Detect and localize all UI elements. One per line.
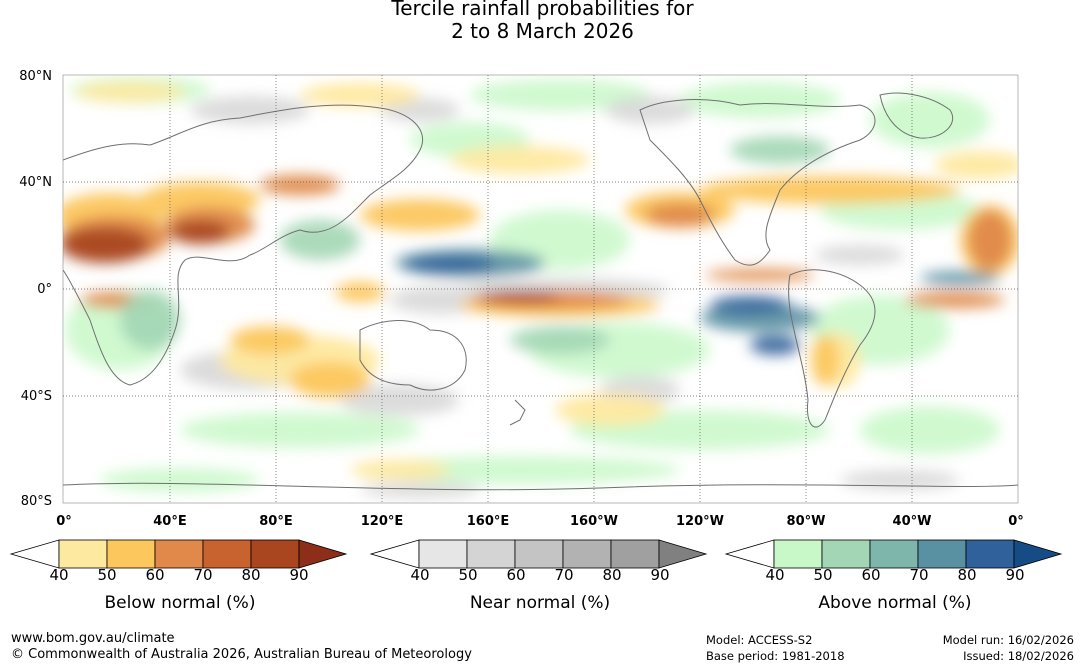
near-tick-40: 40 [410, 566, 430, 584]
colorbar-swatch-40 [58, 539, 108, 569]
lat-label-0: 0° [37, 282, 52, 297]
colorbar-swatch-60 [514, 539, 564, 569]
below-normal-title: Below normal (%) [104, 593, 256, 613]
near-tick-60: 60 [506, 566, 526, 584]
footer-website: www.bom.gov.au/climate [11, 631, 175, 646]
below-tick-90: 90 [289, 566, 309, 584]
colorbar-swatch-70 [562, 539, 612, 569]
colorbar-swatch-50 [821, 539, 871, 569]
lon-label-40w: 40°W [892, 514, 932, 529]
footer-model: Model: ACCESS-S2 [706, 633, 813, 647]
near-tick-50: 50 [458, 566, 478, 584]
lat-label-40n: 40°N [19, 175, 52, 190]
colorbar-swatch-80 [610, 539, 660, 569]
below-tick-60: 60 [145, 566, 165, 584]
lon-label-80w: 80°W [786, 514, 826, 529]
lon-label-120e: 120°E [360, 514, 404, 529]
coastlines-outline [63, 92, 1018, 491]
below-tick-40: 40 [49, 566, 69, 584]
lon-label-160e: 160°E [466, 514, 510, 529]
colorbar-swatch-80 [965, 539, 1015, 569]
below-tick-80: 80 [241, 566, 261, 584]
above-normal-title: Above normal (%) [818, 593, 972, 613]
below-tick-70: 70 [193, 566, 213, 584]
colorbar-swatch-60 [154, 539, 204, 569]
footer-copyright: © Commonwealth of Australia 2026, Austra… [11, 647, 472, 662]
colorbar-swatch-50 [466, 539, 516, 569]
above-tick-50: 50 [813, 566, 833, 584]
colorbar-swatch-50 [106, 539, 156, 569]
above-tick-40: 40 [765, 566, 785, 584]
footer-issued: Issued: 18/02/2026 [963, 649, 1074, 663]
lon-label-160w: 160°W [570, 514, 618, 529]
colorbar-high-arrow [298, 539, 348, 569]
colorbar-high-arrow [1013, 539, 1063, 569]
title-line-2: 2 to 8 March 2026 [451, 19, 634, 43]
near-tick-80: 80 [602, 566, 622, 584]
near-tick-70: 70 [554, 566, 574, 584]
near-normal-title: Near normal (%) [469, 593, 611, 613]
title-line-1: Tercile rainfall probabilities for [391, 0, 694, 20]
colorbar-low-arrow [725, 539, 775, 569]
above-tick-60: 60 [861, 566, 881, 584]
lat-label-80n: 80°N [19, 69, 52, 84]
colorbar-swatch-60 [869, 539, 919, 569]
lon-label-40e: 40°E [153, 514, 187, 529]
footer-model-run: Model run: 16/02/2026 [942, 633, 1074, 647]
lat-label-80s: 80°S [20, 494, 52, 509]
colorbar-swatch-70 [917, 539, 967, 569]
near-normal-colorbar [370, 539, 708, 569]
near-tick-90: 90 [650, 566, 670, 584]
lon-label-120w: 120°W [676, 514, 724, 529]
colorbar-swatch-70 [202, 539, 252, 569]
colorbar-low-arrow [10, 539, 60, 569]
footer-base-period: Base period: 1981-2018 [706, 649, 845, 663]
lon-label-0-right: 0° [1008, 514, 1024, 529]
probability-fill [63, 76, 1018, 498]
above-normal-colorbar [725, 539, 1063, 569]
above-tick-90: 90 [1005, 566, 1025, 584]
lat-label-40s: 40°S [20, 389, 52, 404]
graticule [63, 75, 1018, 503]
below-tick-50: 50 [97, 566, 117, 584]
colorbar-high-arrow [658, 539, 708, 569]
colorbar-low-arrow [370, 539, 420, 569]
lon-label-80e: 80°E [259, 514, 293, 529]
colorbar-swatch-80 [250, 539, 300, 569]
above-tick-80: 80 [957, 566, 977, 584]
above-tick-70: 70 [909, 566, 929, 584]
colorbar-swatch-40 [418, 539, 468, 569]
colorbar-swatch-40 [773, 539, 823, 569]
below-normal-colorbar [10, 539, 348, 569]
lon-label-0: 0° [56, 514, 72, 529]
